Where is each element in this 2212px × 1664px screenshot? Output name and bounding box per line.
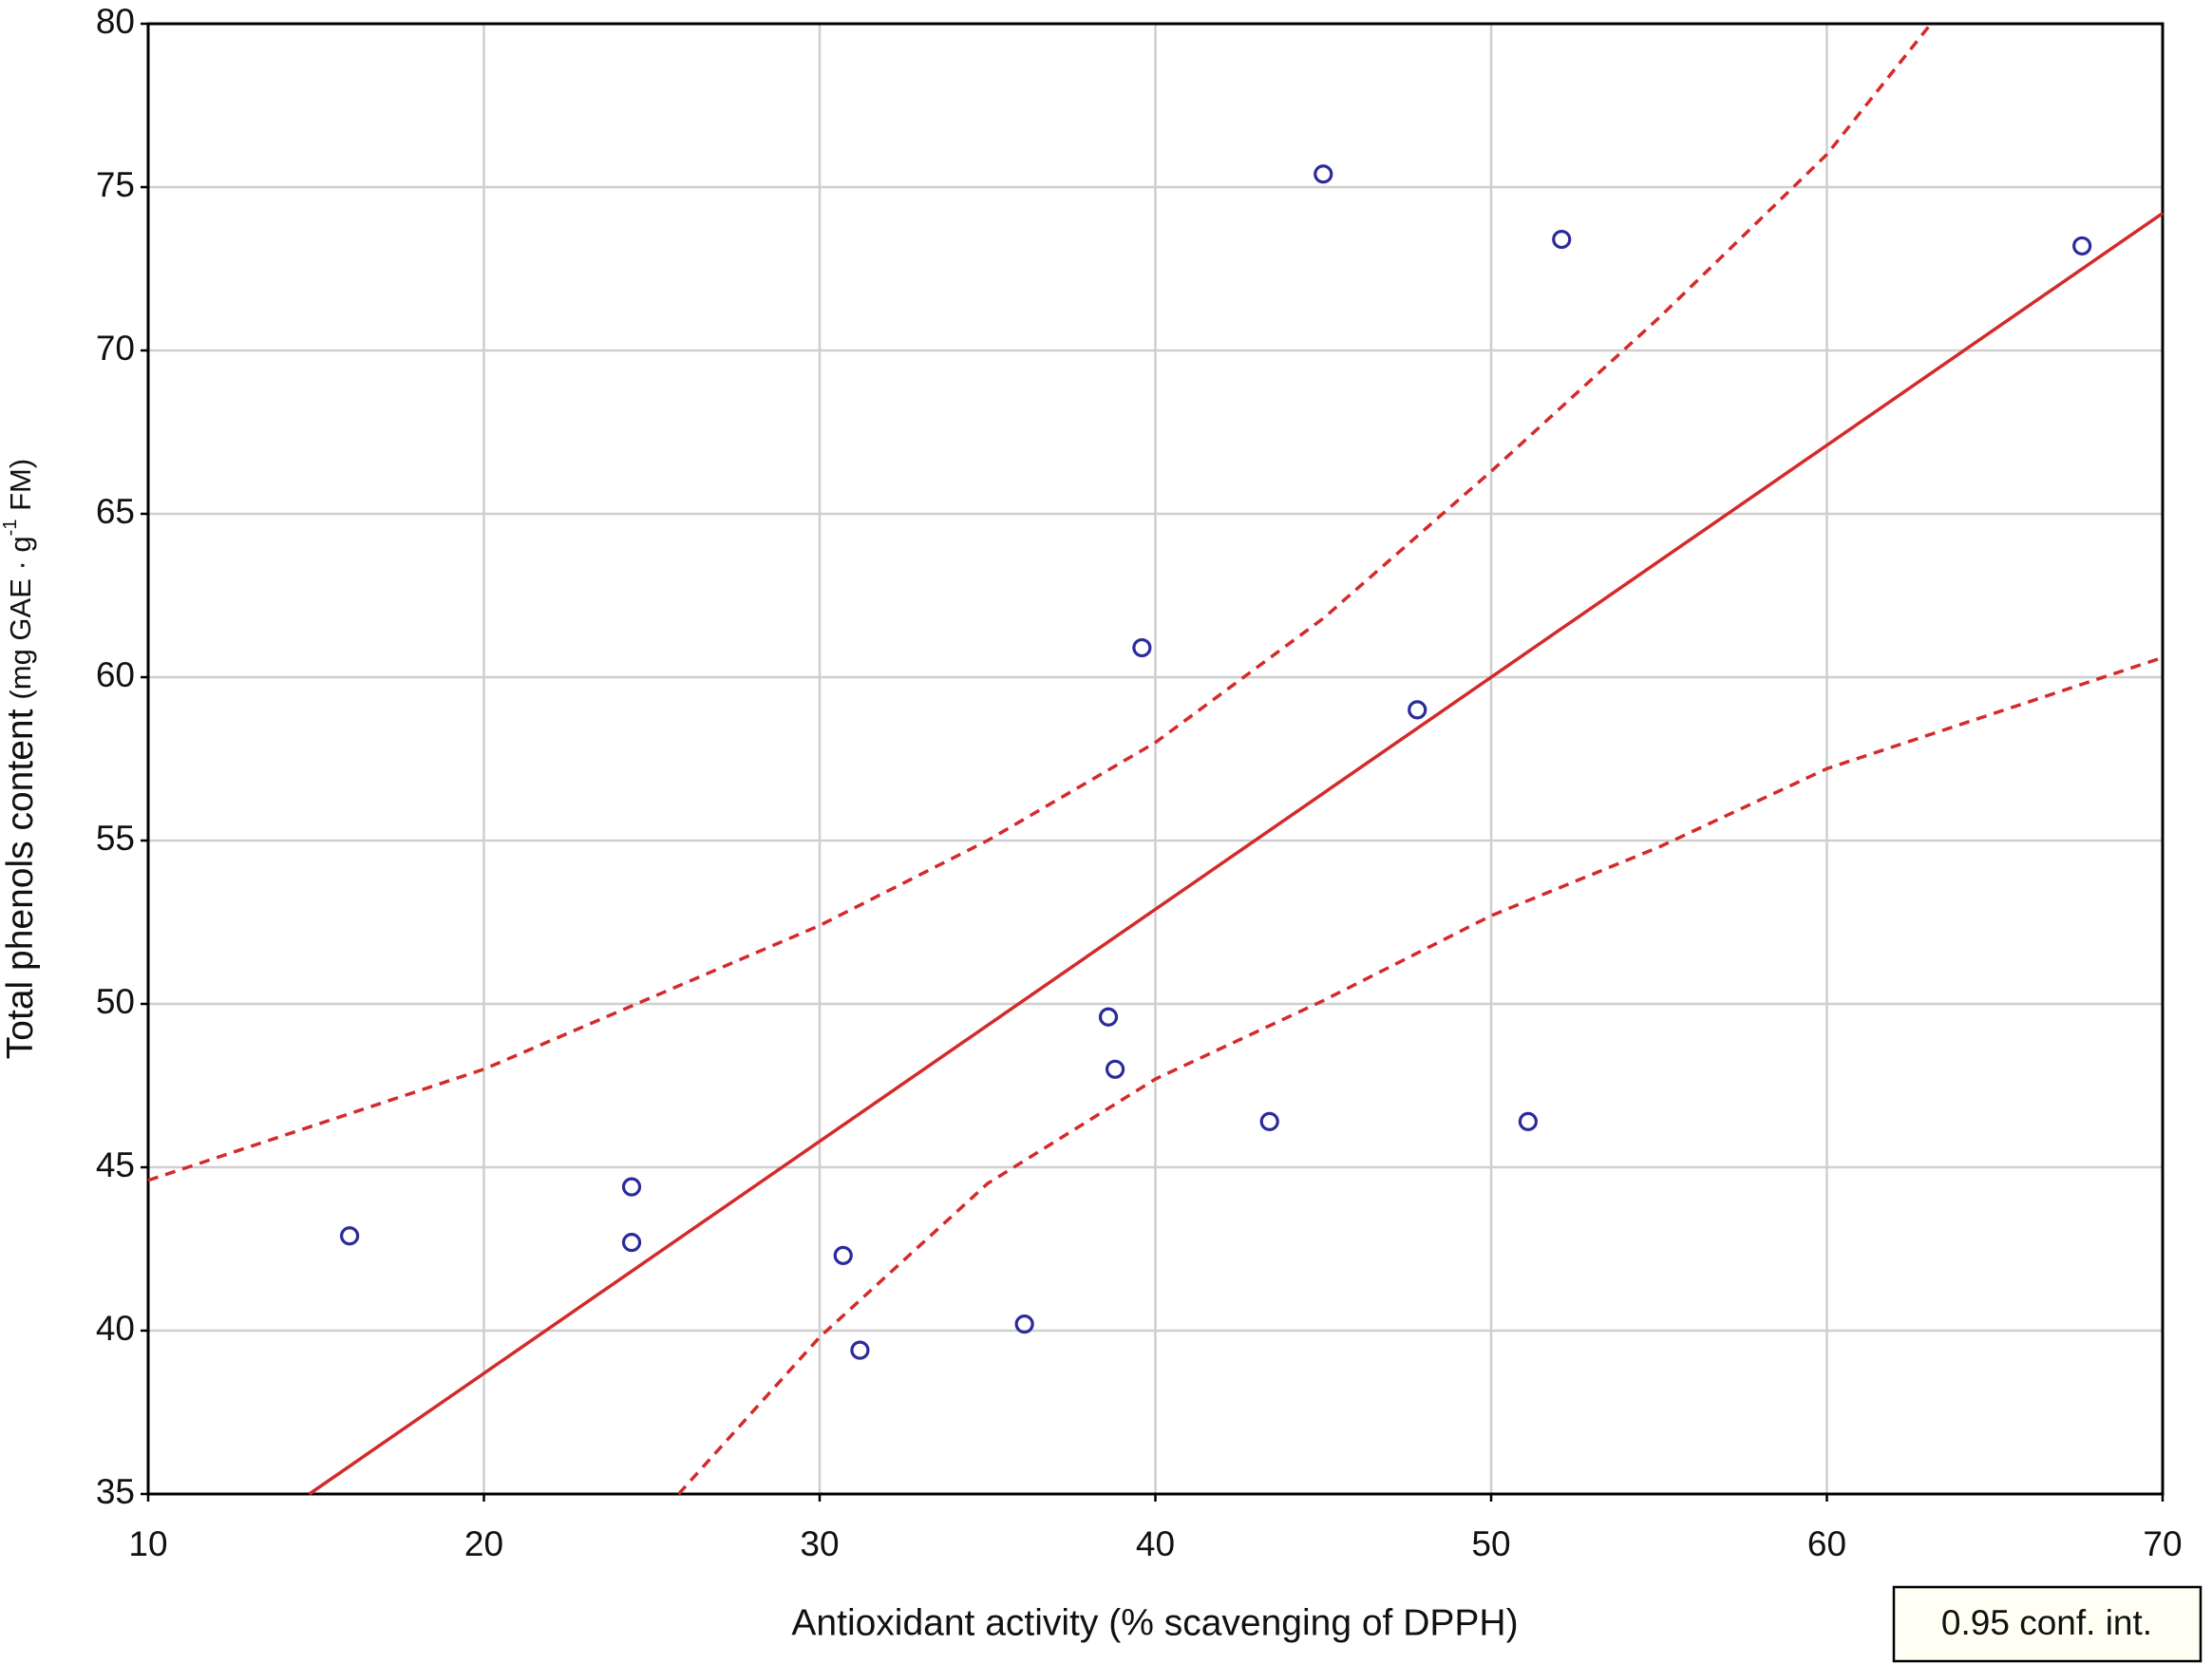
data-point <box>1132 637 1152 658</box>
data-point <box>1552 229 1572 250</box>
y-axis-title: Total phenols content (mg GAE · g-1 FM) <box>0 459 41 1059</box>
data-point <box>2072 236 2092 256</box>
legend-label: 0.95 conf. int. <box>1941 1603 2152 1642</box>
y-tick-label: 45 <box>96 1145 135 1184</box>
y-tick-label: 75 <box>96 165 135 204</box>
y-tick-label: 80 <box>96 2 135 41</box>
data-point <box>1098 1007 1119 1027</box>
y-axis-title-sup: -1 <box>0 520 21 537</box>
data-point <box>1518 1111 1538 1131</box>
x-axis-title: Antioxidant activity (% scavenging of DP… <box>791 1602 1518 1643</box>
plot-frame <box>146 22 2165 1496</box>
data-point <box>850 1340 870 1360</box>
data-point <box>621 1177 642 1197</box>
x-tick-label: 50 <box>1471 1524 1510 1563</box>
y-tick-label: 55 <box>96 819 135 858</box>
y-axis-title-unit: (mg GAE · g <box>4 536 37 699</box>
x-tick-label: 20 <box>464 1524 503 1563</box>
y-tick-label: 50 <box>96 982 135 1021</box>
y-axis-title-main: Total phenols content <box>0 709 41 1059</box>
y-tick-label: 70 <box>96 329 135 368</box>
y-tick-label: 35 <box>96 1472 135 1511</box>
regression-line <box>308 212 2164 1496</box>
confidence-band <box>677 655 2164 1496</box>
y-tick-label: 40 <box>96 1309 135 1348</box>
data-point <box>1408 700 1427 720</box>
legend-box <box>1892 1585 2203 1663</box>
data-point <box>340 1226 360 1246</box>
x-tick-label: 60 <box>1807 1524 1846 1563</box>
y-tick-label: 60 <box>96 655 135 694</box>
data-point <box>1314 164 1333 184</box>
data-point <box>833 1245 853 1265</box>
y-tick-label: 65 <box>96 492 135 531</box>
x-tick-label: 30 <box>800 1524 839 1563</box>
data-point <box>1259 1111 1279 1131</box>
x-tick-label: 70 <box>2143 1524 2182 1563</box>
x-tick-label: 40 <box>1136 1524 1175 1563</box>
data-point <box>1105 1059 1125 1079</box>
x-tick-label: 10 <box>128 1524 167 1563</box>
confidence-band <box>147 22 1933 1182</box>
y-axis-title-unit-end: FM) <box>4 459 37 520</box>
data-point <box>621 1233 642 1253</box>
data-point <box>1014 1314 1034 1334</box>
